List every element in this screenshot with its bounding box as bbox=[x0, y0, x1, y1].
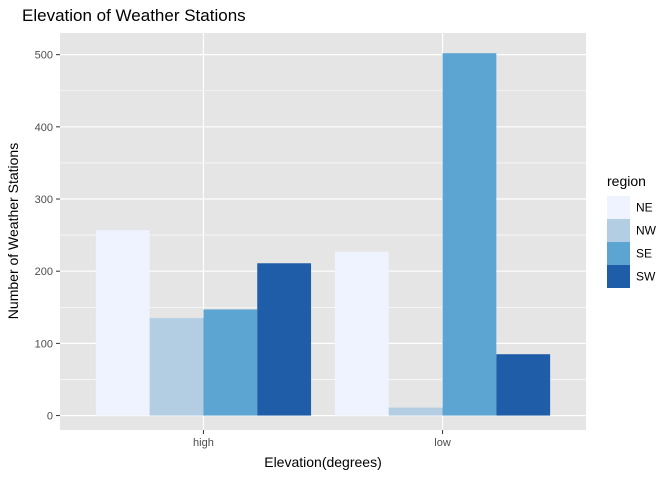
legend-label-se: SE bbox=[636, 247, 652, 261]
legend-key-se bbox=[607, 242, 630, 265]
legend: region NE NW SE SW bbox=[607, 173, 657, 288]
chart-title: Elevation of Weather Stations bbox=[22, 6, 246, 25]
y-axis-ticks: 0 100 200 300 400 500 bbox=[35, 50, 60, 423]
bar-sw-low bbox=[496, 354, 551, 416]
y-axis-title: Number of Weather Stations bbox=[5, 143, 21, 319]
bars bbox=[95, 53, 551, 416]
legend-key-ne bbox=[607, 196, 630, 219]
y-tick-label: 0 bbox=[47, 411, 53, 423]
bar-nw-low bbox=[388, 407, 443, 416]
y-tick-label: 300 bbox=[35, 194, 53, 206]
bar-nw-high bbox=[149, 318, 204, 416]
bar-ne-high bbox=[95, 230, 150, 416]
bar-se-low bbox=[442, 53, 497, 416]
legend-key-sw bbox=[607, 265, 630, 288]
bar-se-high bbox=[203, 309, 258, 416]
legend-label-ne: NE bbox=[636, 201, 653, 215]
x-axis-title: Elevation(degrees) bbox=[264, 454, 382, 470]
y-tick-label: 200 bbox=[35, 266, 53, 278]
legend-label-nw: NW bbox=[636, 224, 657, 238]
x-tick-label: high bbox=[193, 437, 214, 449]
legend-label-sw: SW bbox=[636, 270, 656, 284]
x-axis-ticks: high low bbox=[193, 430, 451, 449]
legend-key-nw bbox=[607, 219, 630, 242]
y-tick-label: 500 bbox=[35, 50, 53, 62]
bar-ne-low bbox=[334, 251, 389, 416]
y-tick-label: 400 bbox=[35, 122, 53, 134]
legend-title: region bbox=[607, 173, 646, 189]
bar-sw-high bbox=[257, 263, 312, 416]
x-tick-label: low bbox=[434, 437, 451, 449]
y-tick-label: 100 bbox=[35, 338, 53, 350]
